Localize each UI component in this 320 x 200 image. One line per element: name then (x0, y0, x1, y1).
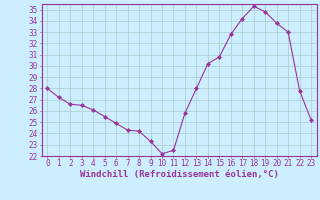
X-axis label: Windchill (Refroidissement éolien,°C): Windchill (Refroidissement éolien,°C) (80, 170, 279, 179)
